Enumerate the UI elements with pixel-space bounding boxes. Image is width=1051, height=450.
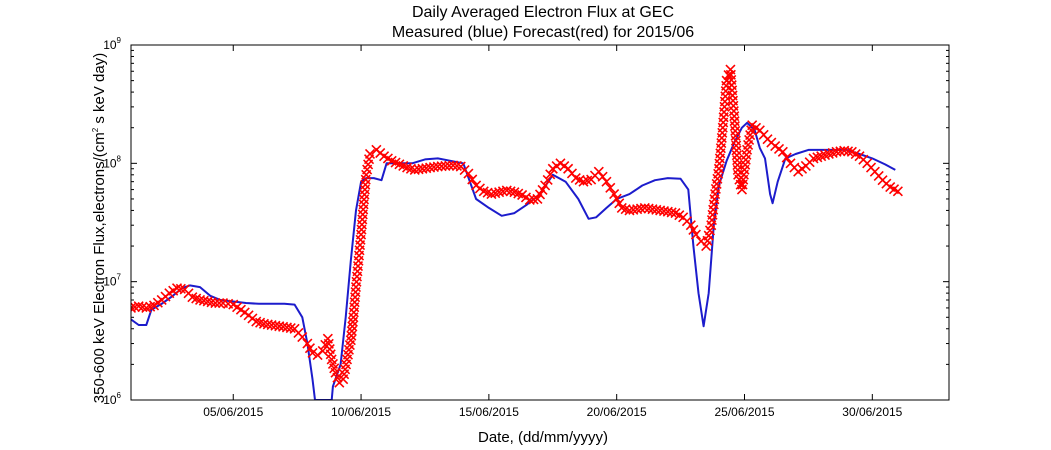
forecast-x-marker — [198, 295, 209, 306]
y-axis-label: 350-600 keV Electron Flux,electrons/(cm2… — [91, 53, 108, 403]
forecast-x-marker — [497, 186, 508, 197]
y-tick-label: 107 — [103, 273, 121, 289]
forecast-x-marker — [451, 160, 462, 172]
forecast-x-marker — [131, 302, 137, 313]
forecast-x-marker — [545, 169, 556, 180]
y-tick-label-base: 10 — [103, 156, 117, 170]
forecast-x-marker — [597, 171, 608, 182]
forecast-x-marker — [528, 194, 539, 205]
forecast-x-marker — [723, 70, 734, 81]
y-axis-label-main: 350-600 keV Electron Flux,electrons/(cm — [91, 132, 108, 403]
y-tick-label: 106 — [103, 391, 121, 407]
chart-title: Daily Averaged Electron Flux at GEC — [412, 4, 674, 21]
x-tick-label: 25/06/2015 — [714, 405, 774, 419]
y-tick-label-base: 10 — [103, 275, 117, 289]
forecast-x-marker — [835, 146, 846, 157]
y-tick-label-base: 10 — [103, 393, 117, 407]
forecast-x-marker — [666, 207, 677, 218]
forecast-x-marker — [690, 229, 701, 240]
forecast-x-marker — [175, 283, 186, 294]
forecast-x-marker — [685, 220, 696, 231]
forecast-x-marker — [609, 188, 620, 200]
y-tick-label-exponent: 8 — [117, 154, 122, 163]
forecast-x-marker — [605, 182, 616, 193]
forecast-x-marker — [463, 168, 474, 179]
y-tick-label-exponent: 6 — [117, 391, 122, 400]
forecast-x-marker — [297, 332, 308, 343]
y-tick-label: 108 — [103, 154, 121, 170]
plot-series — [131, 64, 903, 400]
y-tick-label-exponent: 7 — [117, 273, 122, 282]
forecast-x-marker — [486, 188, 497, 200]
forecast-x-marker — [364, 148, 376, 160]
forecast-x-marker — [540, 180, 551, 191]
x-tick-label: 10/06/2015 — [331, 405, 391, 419]
plot-frame — [130, 44, 950, 401]
forecast-x-marker — [688, 224, 699, 235]
x-tick-label: 20/06/2015 — [587, 405, 647, 419]
x-tick-label: 05/06/2015 — [203, 405, 263, 419]
forecast-x-marker — [601, 176, 612, 187]
forecast-x-marker — [285, 323, 296, 334]
y-tick-label: 109 — [103, 36, 121, 52]
forecast-x-marker — [542, 174, 553, 185]
series-line-measured — [131, 121, 896, 400]
chart-subtitle: Measured (blue) Forecast(red) for 2015/0… — [392, 24, 694, 41]
x-tick-label: 15/06/2015 — [459, 405, 519, 419]
forecast-x-marker — [131, 302, 140, 313]
forecast-x-marker — [593, 166, 604, 177]
y-tick-label-exponent: 9 — [117, 36, 122, 45]
forecast-x-marker — [505, 186, 516, 197]
y-axis-label-rest: s keV day) — [91, 53, 108, 128]
forecast-x-marker — [302, 338, 313, 349]
y-tick-label-base: 10 — [103, 38, 117, 52]
forecast-x-marker — [892, 186, 903, 197]
x-tick-label: 30/06/2015 — [842, 405, 902, 419]
forecast-x-marker — [842, 146, 854, 157]
forecast-x-marker — [490, 188, 501, 199]
forecast-x-marker — [781, 152, 792, 163]
forecast-x-marker — [137, 302, 148, 313]
forecast-x-marker — [307, 347, 318, 358]
forecast-x-marker — [777, 146, 788, 157]
forecast-x-marker — [635, 203, 647, 214]
forecast-x-marker — [444, 160, 455, 171]
forecast-x-marker — [662, 206, 673, 217]
forecast-x-marker — [194, 294, 206, 306]
y-axis-label-exponent: 2 — [91, 127, 100, 132]
forecast-x-marker — [214, 297, 225, 309]
forecast-x-marker — [202, 296, 213, 307]
forecast-x-marker — [494, 187, 505, 198]
x-axis-label: Date, (dd/mm/yyyy) — [478, 429, 608, 446]
forecast-x-marker — [210, 297, 221, 309]
forecast-x-marker — [133, 301, 144, 312]
forecast-x-marker — [501, 185, 512, 196]
forecast-x-marker — [467, 174, 478, 185]
forecast-x-marker — [611, 193, 622, 204]
